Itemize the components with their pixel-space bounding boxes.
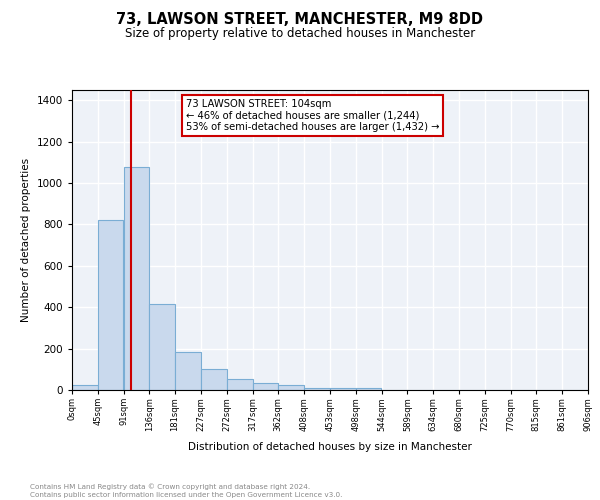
Bar [72, 385, 98, 390]
Bar [149, 304, 175, 390]
Bar [253, 383, 278, 390]
Text: Distribution of detached houses by size in Manchester: Distribution of detached houses by size … [188, 442, 472, 452]
Text: 73 LAWSON STREET: 104sqm
← 46% of detached houses are smaller (1,244)
53% of sem: 73 LAWSON STREET: 104sqm ← 46% of detach… [185, 99, 439, 132]
Bar [330, 388, 356, 390]
Bar [304, 388, 330, 390]
Bar [98, 220, 123, 390]
Y-axis label: Number of detached properties: Number of detached properties [21, 158, 31, 322]
Bar [227, 378, 253, 390]
Bar [356, 388, 381, 390]
Bar [124, 166, 149, 390]
Bar [278, 386, 304, 390]
Text: 73, LAWSON STREET, MANCHESTER, M9 8DD: 73, LAWSON STREET, MANCHESTER, M9 8DD [116, 12, 484, 28]
Bar [201, 370, 227, 390]
Text: Size of property relative to detached houses in Manchester: Size of property relative to detached ho… [125, 28, 475, 40]
Bar [175, 352, 201, 390]
Text: Contains HM Land Registry data © Crown copyright and database right 2024.
Contai: Contains HM Land Registry data © Crown c… [30, 484, 343, 498]
